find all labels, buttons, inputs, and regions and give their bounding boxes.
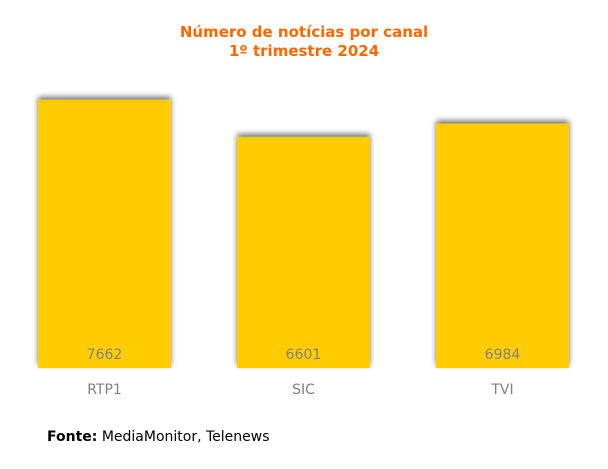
bar-tvi xyxy=(436,123,569,368)
chart-title-line: Número de notícias por canal xyxy=(179,23,429,41)
chart-title: Número de notícias por canal 1º trimestr… xyxy=(0,23,608,61)
source-text: MediaMonitor, Telenews xyxy=(101,429,270,445)
bar-sic xyxy=(237,136,370,368)
category-label: RTP1 xyxy=(87,382,122,398)
bar-rtp1 xyxy=(38,99,171,368)
data-label: 7662 xyxy=(87,347,123,363)
source-note: Fonte: MediaMonitor, Telenews xyxy=(47,429,270,445)
data-label: 6984 xyxy=(485,347,521,363)
source-label: Fonte: xyxy=(47,429,98,445)
category-label: SIC xyxy=(292,382,315,398)
category-label: TVI xyxy=(490,382,513,398)
data-label: 6601 xyxy=(286,347,322,363)
chart-subtitle: 1º trimestre 2024 xyxy=(228,42,380,60)
